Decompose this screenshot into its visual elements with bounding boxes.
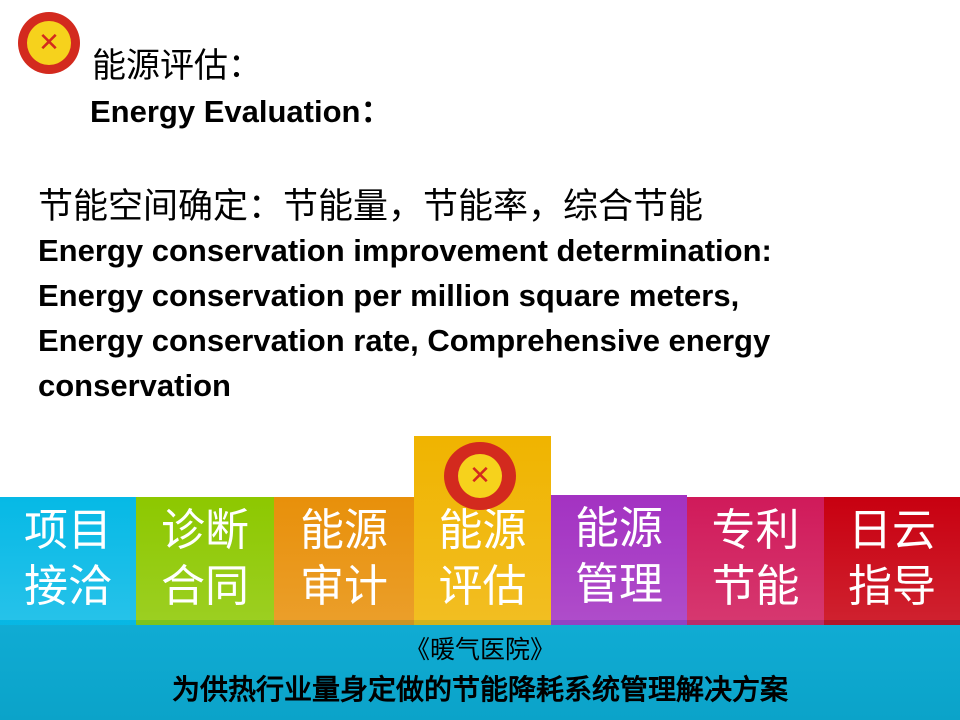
tile-diagnosis-contract[interactable]: 诊断 合同 (136, 497, 274, 625)
body-en-line: Energy conservation per million square m… (38, 278, 740, 313)
tile-energy-evaluation[interactable]: ✕ 能源 评估 (414, 436, 551, 625)
body-en-text: Energy conservation improvement determin… (38, 228, 772, 408)
tile-label: 日云 (848, 505, 936, 556)
wrench-icon: ✕ (458, 454, 502, 498)
tile-label: 管理 (575, 559, 663, 610)
footer-brand: 《暖气医院》 (404, 635, 555, 664)
page-title-en: Energy Evaluation： (90, 94, 392, 129)
tile-label: 合同 (161, 561, 249, 612)
body-en-line: Energy conservation rate, Comprehensive … (38, 323, 771, 358)
page-title-cn: 能源评估： (92, 46, 262, 86)
hospital-logo: ✕ (18, 12, 80, 74)
tile-label: 指导 (848, 561, 936, 612)
tile-label: 项目 (24, 505, 112, 556)
wrench-icon: ✕ (27, 21, 71, 65)
tile-patent-energy-saving[interactable]: 专利 节能 (687, 497, 824, 625)
tile-label: 能源 (438, 505, 527, 556)
body-en-line: conservation (38, 368, 231, 403)
tile-energy-management[interactable]: 能源 管理 (551, 495, 687, 625)
tile-label: 专利 (711, 505, 800, 556)
tile-label: 能源 (300, 505, 388, 556)
tile-label: 诊断 (161, 505, 249, 556)
hospital-logo: ✕ (444, 442, 516, 510)
tile-label: 能源 (575, 503, 663, 554)
body-cn-line: 节能空间确定：节能量，节能率，综合节能 (38, 187, 704, 227)
footer-tagline: 为供热行业量身定做的节能降耗系统管理解决方案 (171, 673, 788, 706)
body-en-line: Energy conservation improvement determin… (38, 233, 772, 268)
tile-label: 节能 (711, 561, 800, 612)
tile-label: 审计 (300, 561, 388, 612)
tile-label: 评估 (438, 561, 527, 612)
tile-project-contact[interactable]: 项目 接洽 (0, 497, 136, 625)
tile-energy-audit[interactable]: 能源 审计 (274, 497, 414, 625)
footer-band (0, 620, 960, 720)
tile-label: 接洽 (24, 561, 112, 612)
tile-cloud-guidance[interactable]: 日云 指导 (824, 497, 960, 625)
